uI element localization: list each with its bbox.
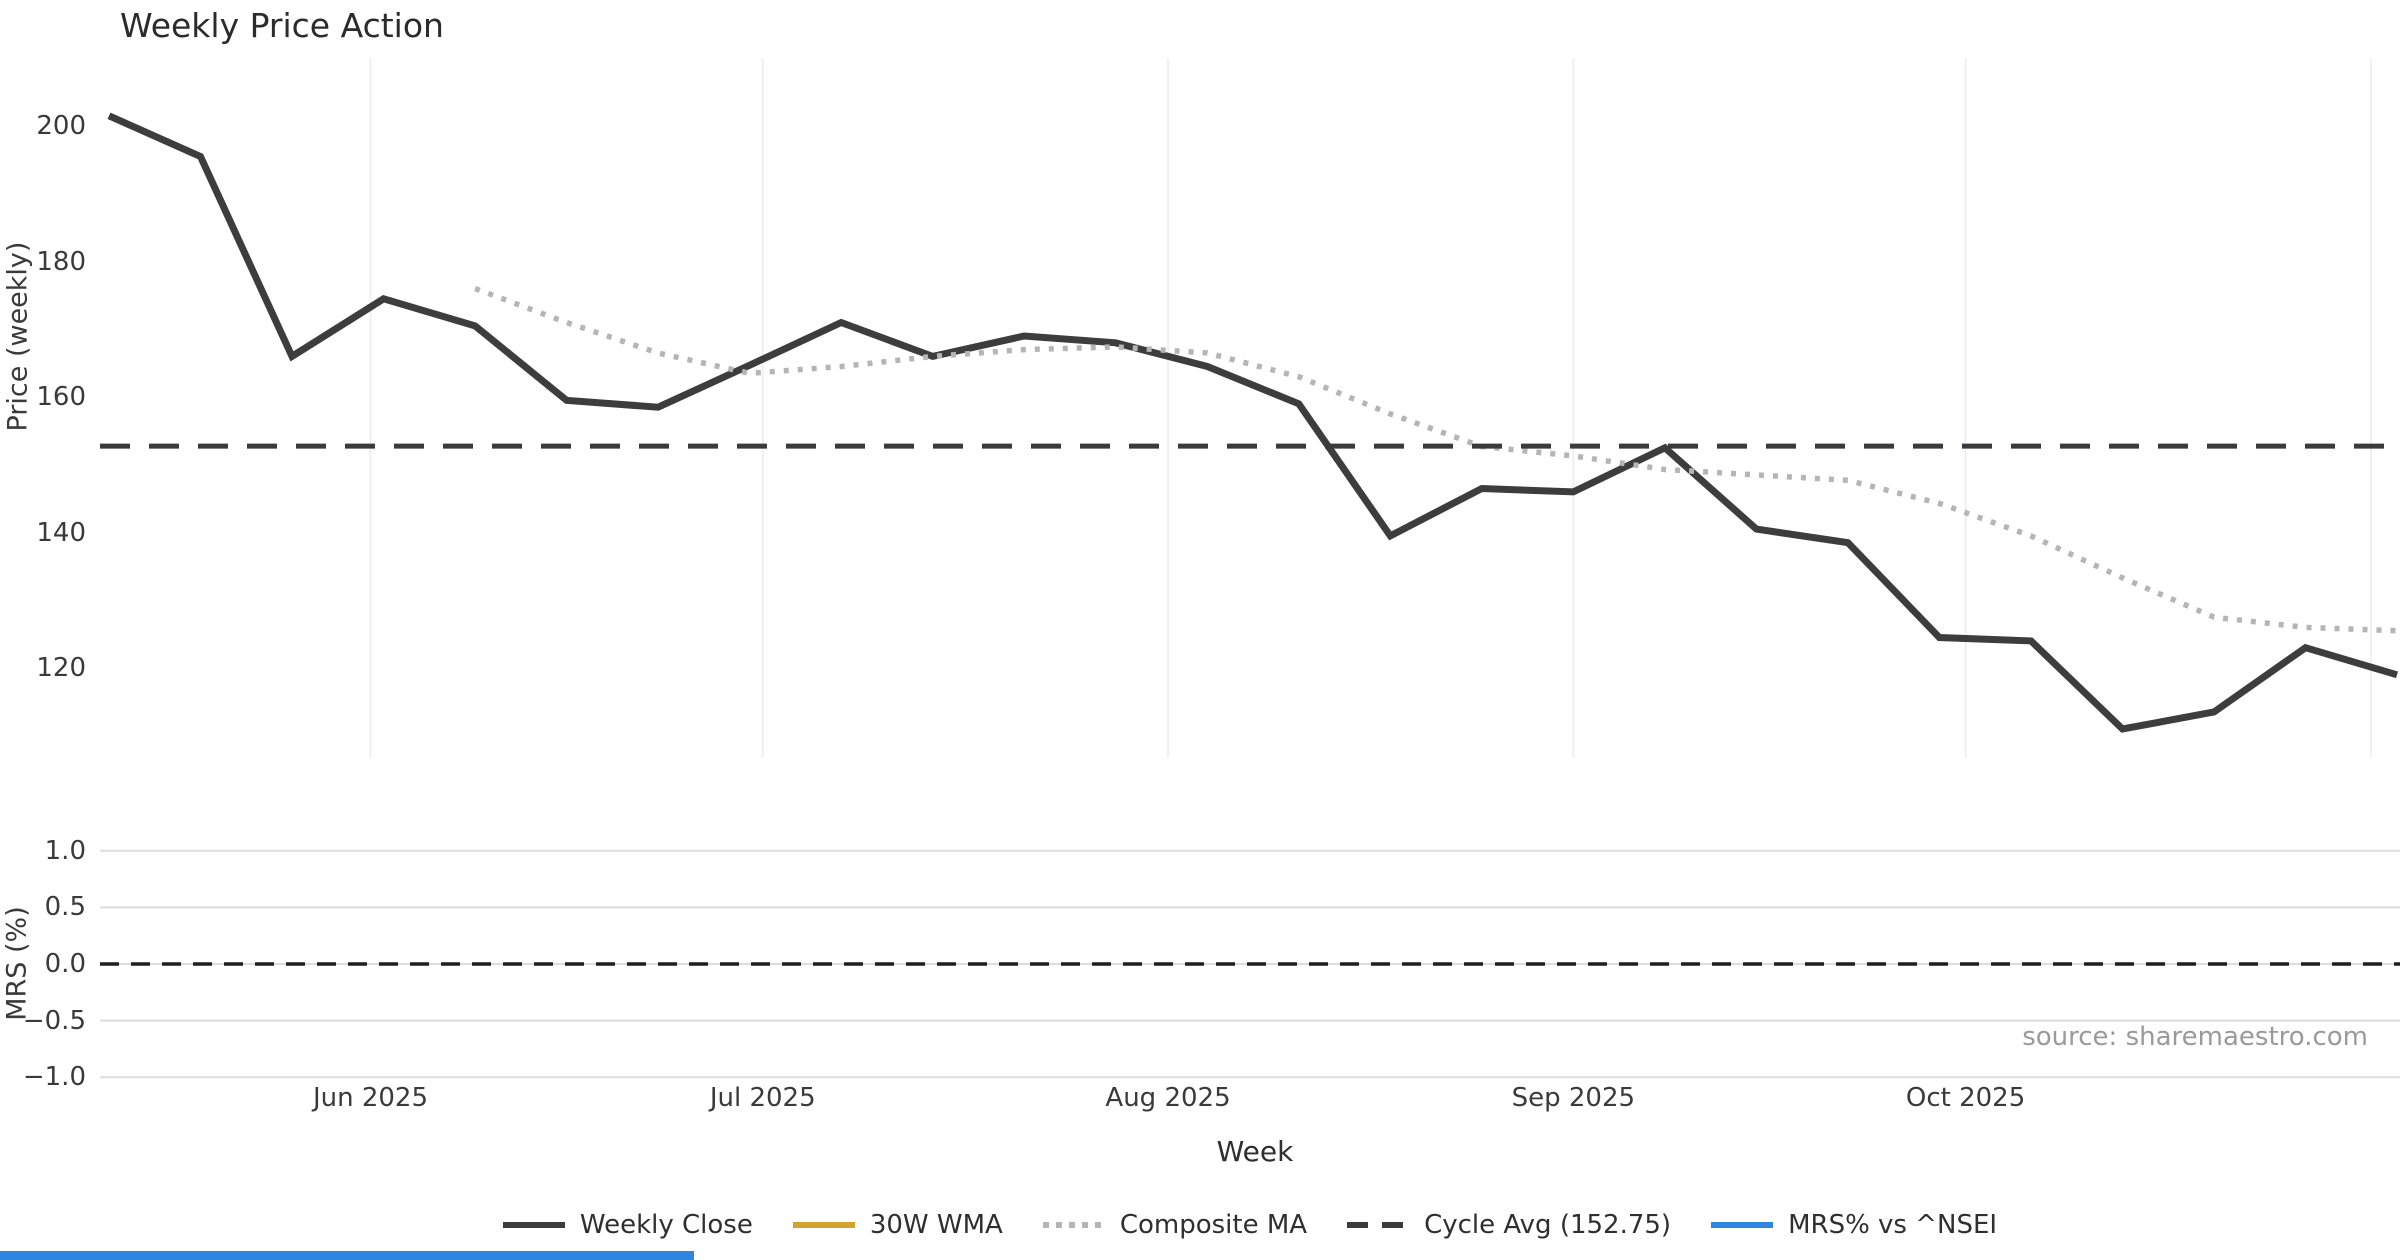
mrs-ytick: 1.0 xyxy=(44,835,86,866)
series-weekly-close xyxy=(107,112,2398,733)
source-note: source: sharemaestro.com xyxy=(2022,1022,2368,1052)
price-ytick: 140 xyxy=(36,517,86,548)
legend-label: Composite MA xyxy=(1119,1210,1308,1240)
x-tick-jul-2025: Jul 2025 xyxy=(709,1083,816,1113)
legend-swatch xyxy=(792,1222,855,1228)
chart-title: Weekly Price Action xyxy=(120,6,444,45)
mrs-ytick: −0.5 xyxy=(22,1005,86,1036)
legend-item-30w-wma: 30W WMA xyxy=(792,1210,1003,1240)
mrs-ytick: 0.0 xyxy=(44,949,86,979)
x-tick-oct-2025: Oct 2025 xyxy=(1905,1083,2026,1113)
legend-item-cycle-avg-152-75-: Cycle Avg (152.75) xyxy=(1347,1210,1671,1240)
legend-label: MRS% vs ^NSEI xyxy=(1788,1210,1998,1240)
legend-swatch xyxy=(1042,1222,1105,1228)
legend-swatch xyxy=(502,1222,565,1228)
legend: Weekly Close 30W WMA Composite MA Cycle Avg… xyxy=(100,1210,2400,1240)
mrs-ytick-labels: 1.0 0.5 0.0 −0.5 −1.0 xyxy=(0,0,94,1260)
price-ytick: 180 xyxy=(36,246,86,277)
legend-label: Cycle Avg (152.75) xyxy=(1424,1210,1672,1240)
price-ytick-labels: 200 180 160 140 120 xyxy=(0,0,94,1260)
legend-label: Weekly Close xyxy=(579,1210,753,1240)
mrs-ytick: −1.0 xyxy=(22,1062,86,1093)
x-axis-title: Week xyxy=(1216,1135,1294,1168)
legend-item-mrs-vs-nsei: MRS% vs ^NSEI xyxy=(1711,1210,1997,1240)
legend-item-weekly-close: Weekly Close xyxy=(502,1210,753,1240)
bottom-accent-bar xyxy=(0,1251,694,1260)
legend-item-composite-ma: Composite MA xyxy=(1042,1210,1308,1240)
mrs-ytick: 0.5 xyxy=(44,892,86,923)
legend-swatch xyxy=(1711,1222,1774,1228)
legend-label: 30W WMA xyxy=(869,1210,1003,1240)
price-ytick: 200 xyxy=(36,111,86,141)
x-tick-sep-2025: Sep 2025 xyxy=(1511,1083,1636,1113)
x-tick-aug-2025: Aug 2025 xyxy=(1105,1083,1231,1113)
price-ytick: 160 xyxy=(36,382,86,412)
x-tick-jun-2025: Jun 2025 xyxy=(312,1083,429,1113)
price-ytick: 120 xyxy=(36,653,86,683)
legend-swatch xyxy=(1347,1222,1410,1228)
